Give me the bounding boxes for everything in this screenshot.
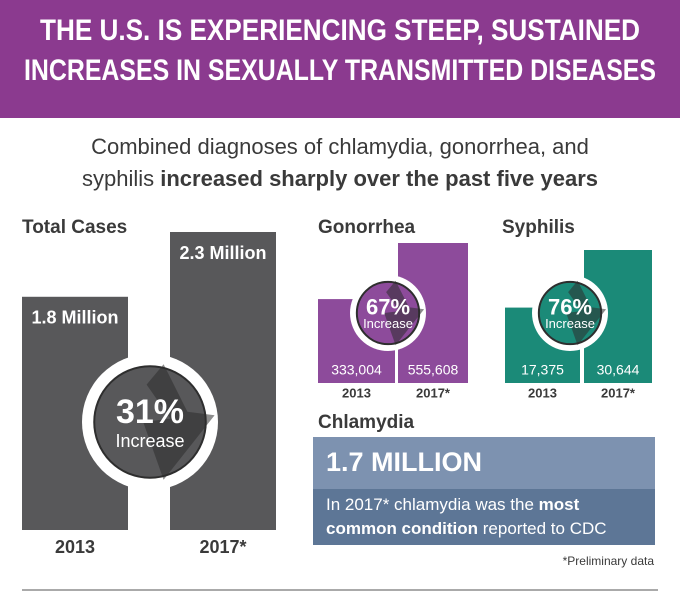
- value-label: 333,004: [331, 362, 382, 378]
- value-label: 17,375: [521, 362, 564, 378]
- badge-percent: 67%: [366, 294, 410, 319]
- x-tick-label: 2013: [342, 385, 371, 400]
- title-line: INCREASES IN SEXUALLY TRANSMITTED DISEAS…: [24, 54, 656, 87]
- badge-arrow: [143, 364, 215, 480]
- value-label: 2.3 Million: [179, 243, 266, 263]
- badge-percent: 76%: [548, 294, 592, 319]
- chlamydia-heading: 1.7 MILLION: [326, 447, 482, 477]
- chart-title: Gonorrhea: [318, 217, 416, 238]
- value-label: 555,608: [408, 362, 459, 378]
- heading-box: [313, 437, 655, 489]
- intro-line: syphilis increased sharply over the past…: [82, 166, 598, 191]
- value-label: 1.8 Million: [31, 308, 118, 328]
- body-bold: most: [539, 495, 580, 514]
- intro-text: syphilis: [82, 166, 160, 191]
- footnote: *Preliminary data: [563, 554, 655, 568]
- badge-label: Increase: [115, 431, 184, 451]
- header-band: [0, 0, 680, 118]
- intro-bold: increased sharply over the past five yea…: [160, 166, 598, 191]
- x-tick-label: 2013: [55, 537, 95, 557]
- chart-title: Syphilis: [502, 217, 575, 238]
- intro-line: Combined diagnoses of chlamydia, gonorrh…: [91, 134, 589, 159]
- chlamydia-body: common condition reported to CDC: [326, 519, 607, 538]
- badge-arrow: [384, 280, 425, 346]
- section-title: Chlamydia: [318, 412, 415, 433]
- x-tick-label: 2013: [528, 385, 557, 400]
- chart-title: Total Cases: [22, 217, 127, 238]
- body-text: In 2017* chlamydia was the: [326, 495, 539, 514]
- title-line: THE U.S. IS EXPERIENCING STEEP, SUSTAINE…: [40, 14, 640, 47]
- body-bold: common condition: [326, 519, 478, 538]
- x-tick-label: 2017*: [199, 537, 246, 557]
- x-tick-label: 2017*: [416, 385, 451, 400]
- badge-percent: 31%: [116, 393, 184, 431]
- value-label: 30,644: [597, 362, 640, 378]
- x-tick-label: 2017*: [601, 385, 636, 400]
- body-box: [313, 489, 655, 545]
- badge-label: Increase: [545, 316, 595, 331]
- badge-label: Increase: [363, 316, 413, 331]
- chlamydia-body: In 2017* chlamydia was the most: [326, 495, 580, 514]
- badge-arrow: [566, 280, 607, 346]
- body-text: reported to CDC: [478, 519, 607, 538]
